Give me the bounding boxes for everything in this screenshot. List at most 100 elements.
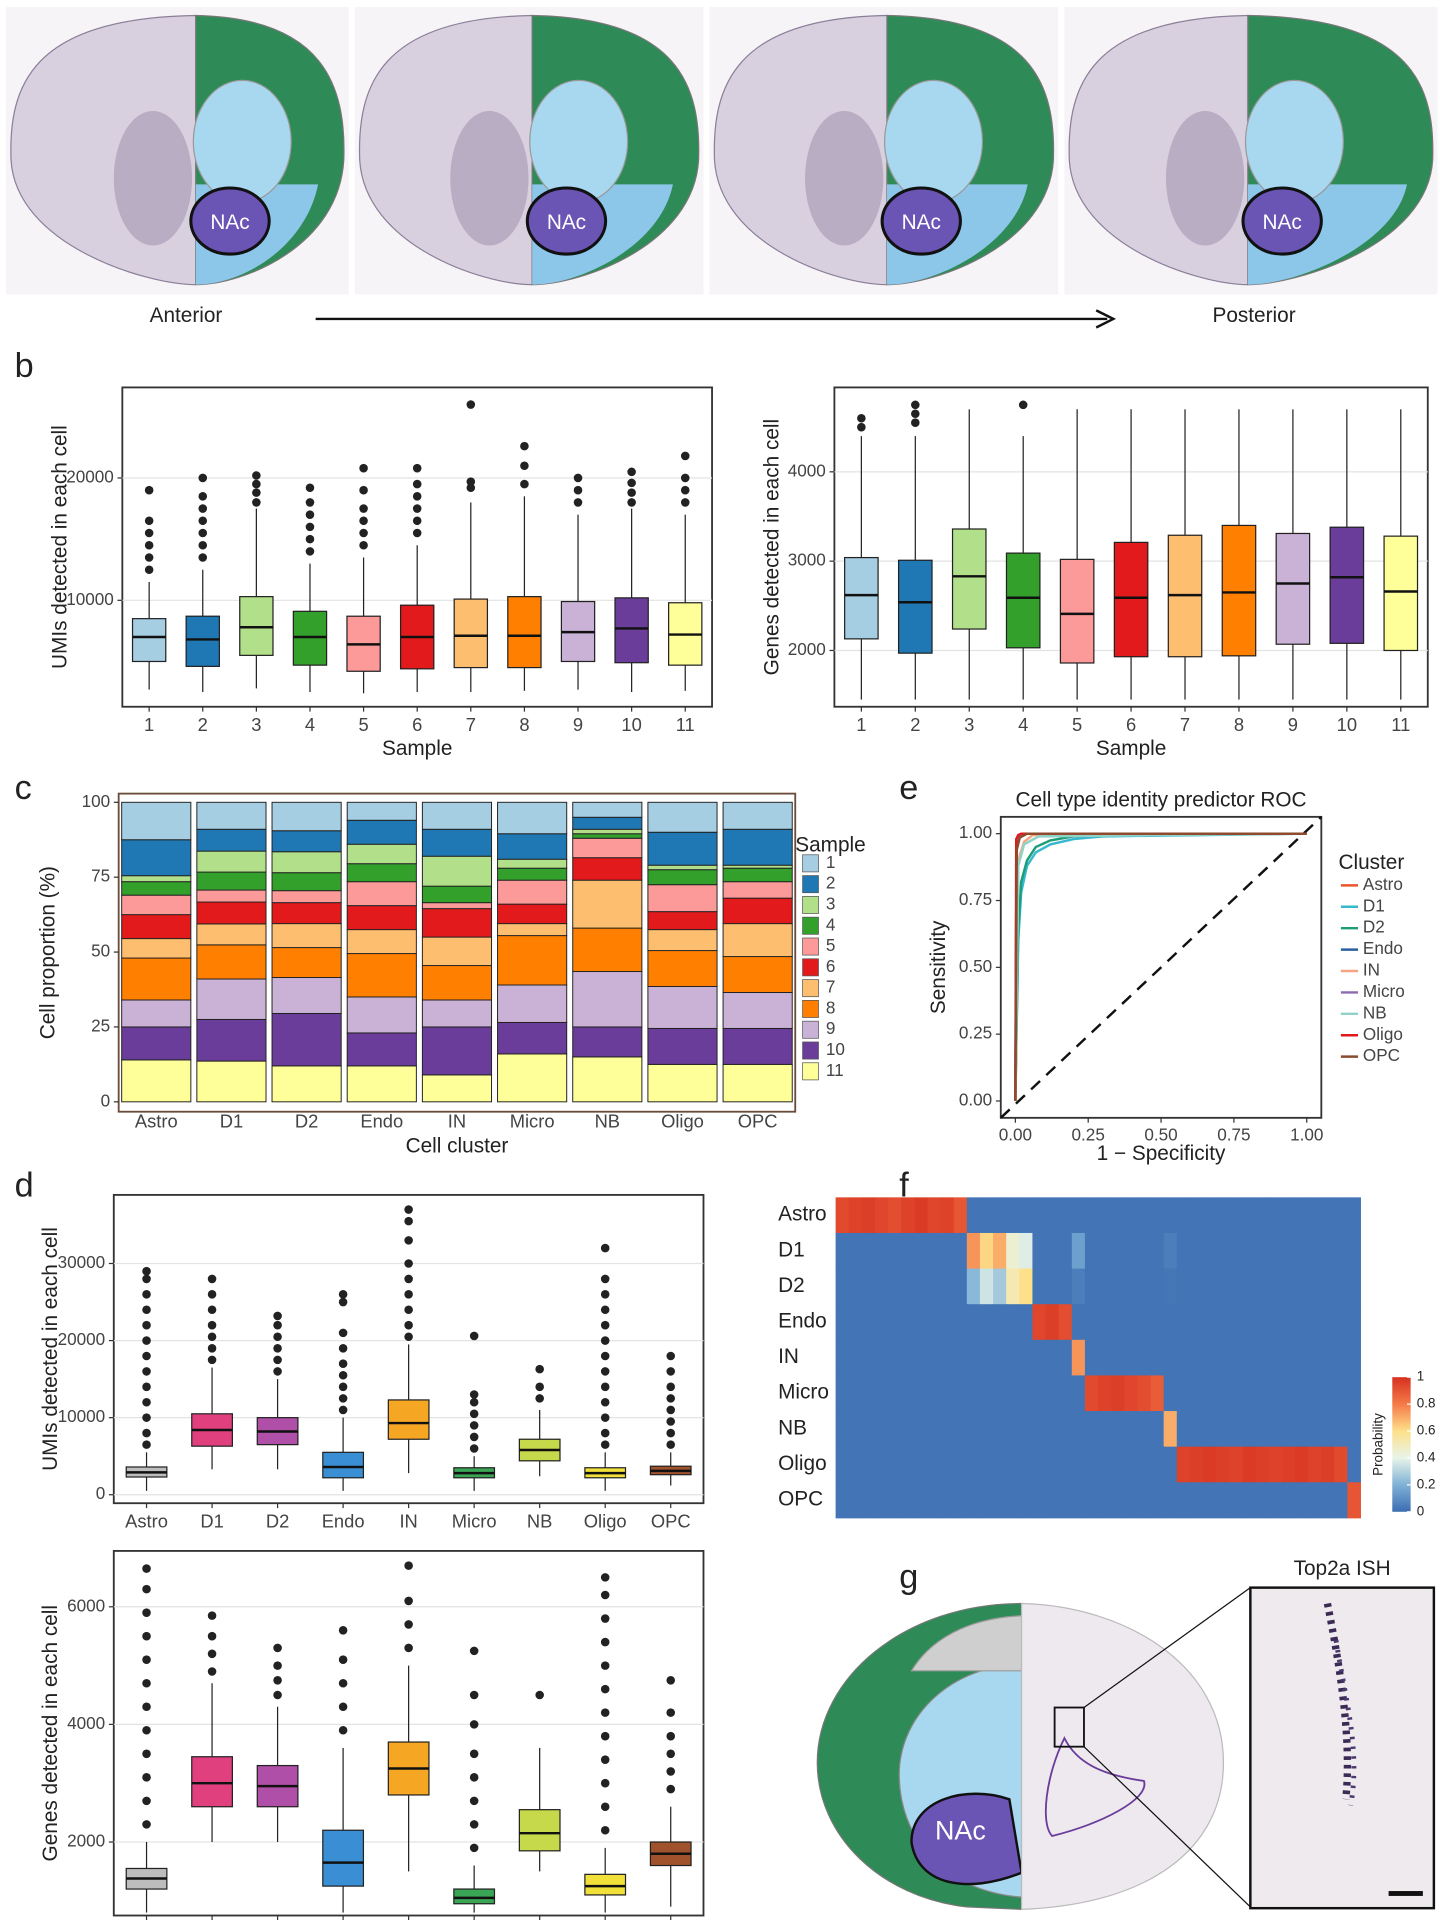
- outlier: [911, 400, 920, 410]
- legend-label: D1: [1363, 896, 1385, 915]
- heat-cell: [993, 1482, 1007, 1519]
- heat-cell: [1229, 1197, 1243, 1234]
- heat-cell: [874, 1446, 889, 1483]
- heat-cell: [953, 1411, 968, 1448]
- outlier: [911, 418, 920, 427]
- outlier: [600, 1351, 610, 1361]
- x-tick-label: 3: [964, 714, 974, 735]
- outlier: [142, 1678, 151, 1688]
- legend-swatch: [802, 854, 819, 873]
- heat-cell: [1163, 1411, 1178, 1448]
- bar-segment: [346, 843, 417, 865]
- ish-striatum: [113, 110, 193, 246]
- outlier: [469, 1421, 479, 1430]
- heat-cell: [1281, 1446, 1296, 1483]
- x-tick-label: 4: [1018, 714, 1028, 735]
- heat-cell: [1189, 1339, 1204, 1376]
- heat-cell: [1111, 1339, 1125, 1376]
- heat-cell: [979, 1232, 994, 1270]
- outlier: [338, 1626, 348, 1635]
- heat-cell: [1163, 1268, 1178, 1305]
- heat-cell: [1255, 1375, 1270, 1412]
- outlier: [198, 553, 208, 562]
- heat-cell: [1045, 1197, 1060, 1234]
- heat-cell: [1229, 1446, 1243, 1483]
- box: [185, 615, 220, 667]
- outlier: [666, 1367, 676, 1376]
- legend-swatch: [802, 896, 819, 914]
- outlier: [520, 461, 529, 471]
- outlier: [666, 1440, 676, 1449]
- outlier: [857, 413, 866, 423]
- bar-segment: [196, 1060, 267, 1103]
- heat-cell: [1189, 1411, 1204, 1448]
- atlas-striatum: [1244, 79, 1344, 204]
- heat-cell: [1334, 1232, 1348, 1270]
- outlier: [252, 498, 261, 507]
- heat-cell: [1321, 1232, 1335, 1270]
- heat-cell: [1347, 1197, 1361, 1234]
- legend-label: 7: [826, 978, 836, 997]
- legend-label: 1: [826, 853, 836, 872]
- atlas-striatum: [192, 79, 292, 204]
- heat-cell: [966, 1197, 981, 1234]
- heat-cell: [1189, 1375, 1204, 1412]
- inset-signal: [1323, 1602, 1423, 1896]
- y-axis-title: Genes detected in each cell: [39, 1605, 62, 1861]
- heat-cell: [1229, 1268, 1243, 1305]
- x-tick-label: 0.75: [1217, 1126, 1250, 1145]
- heat-cell: [1071, 1375, 1086, 1412]
- region-label: NAc: [210, 211, 249, 234]
- box: [131, 618, 167, 663]
- outlier: [404, 1290, 413, 1299]
- heat-cell: [888, 1197, 902, 1234]
- heat-cell: [914, 1446, 928, 1483]
- heat-cell: [1203, 1411, 1217, 1448]
- heat-cell: [914, 1232, 928, 1270]
- x-tick-label: 11: [676, 714, 695, 735]
- heat-cell: [1334, 1197, 1348, 1234]
- legend-title: Cluster: [1338, 851, 1404, 874]
- heat-cell: [953, 1339, 968, 1376]
- bar-segment: [647, 1063, 718, 1103]
- heat-cell: [1032, 1482, 1047, 1519]
- heat-cell: [1216, 1375, 1230, 1412]
- legend-swatch: [802, 979, 819, 998]
- heat-cell: [1084, 1268, 1099, 1305]
- legend-swatch: [802, 937, 819, 956]
- heat-cell: [966, 1411, 981, 1448]
- outlier: [600, 1755, 610, 1764]
- heat-cell: [1294, 1411, 1309, 1448]
- y-tick-label: 0.00: [959, 1091, 992, 1110]
- heat-cell: [979, 1411, 994, 1448]
- bar-segment: [121, 881, 192, 896]
- outlier: [469, 1390, 479, 1399]
- outlier: [198, 504, 208, 513]
- heat-cell: [979, 1339, 994, 1376]
- bar-segment: [421, 828, 493, 857]
- heat-cell: [1150, 1446, 1165, 1483]
- heat-cell: [1163, 1446, 1178, 1483]
- x-axis-title: Cell cluster: [406, 1135, 509, 1158]
- ish-striatum: [450, 110, 529, 246]
- nac-outline: [1241, 186, 1323, 256]
- section-images: NAc NAc NAc NAc: [6, 6, 1438, 295]
- bar-segment: [196, 901, 267, 925]
- bar-segment: [421, 965, 493, 1001]
- heat-cell: [940, 1268, 955, 1305]
- x-tick-label: 7: [466, 714, 476, 735]
- box: [322, 1451, 365, 1479]
- outlier: [857, 422, 866, 432]
- outlier: [469, 1773, 479, 1782]
- bar-segment: [421, 855, 493, 887]
- region-label: NAc: [547, 211, 586, 234]
- box: [1221, 524, 1257, 657]
- bar-segment: [346, 1065, 417, 1103]
- inset-title: Top2a ISH: [1294, 1557, 1391, 1580]
- heat-cell: [874, 1411, 889, 1448]
- heat-cell: [1006, 1339, 1020, 1376]
- bar-segment: [346, 953, 417, 998]
- box: [1275, 532, 1311, 645]
- bar-segment: [647, 864, 718, 871]
